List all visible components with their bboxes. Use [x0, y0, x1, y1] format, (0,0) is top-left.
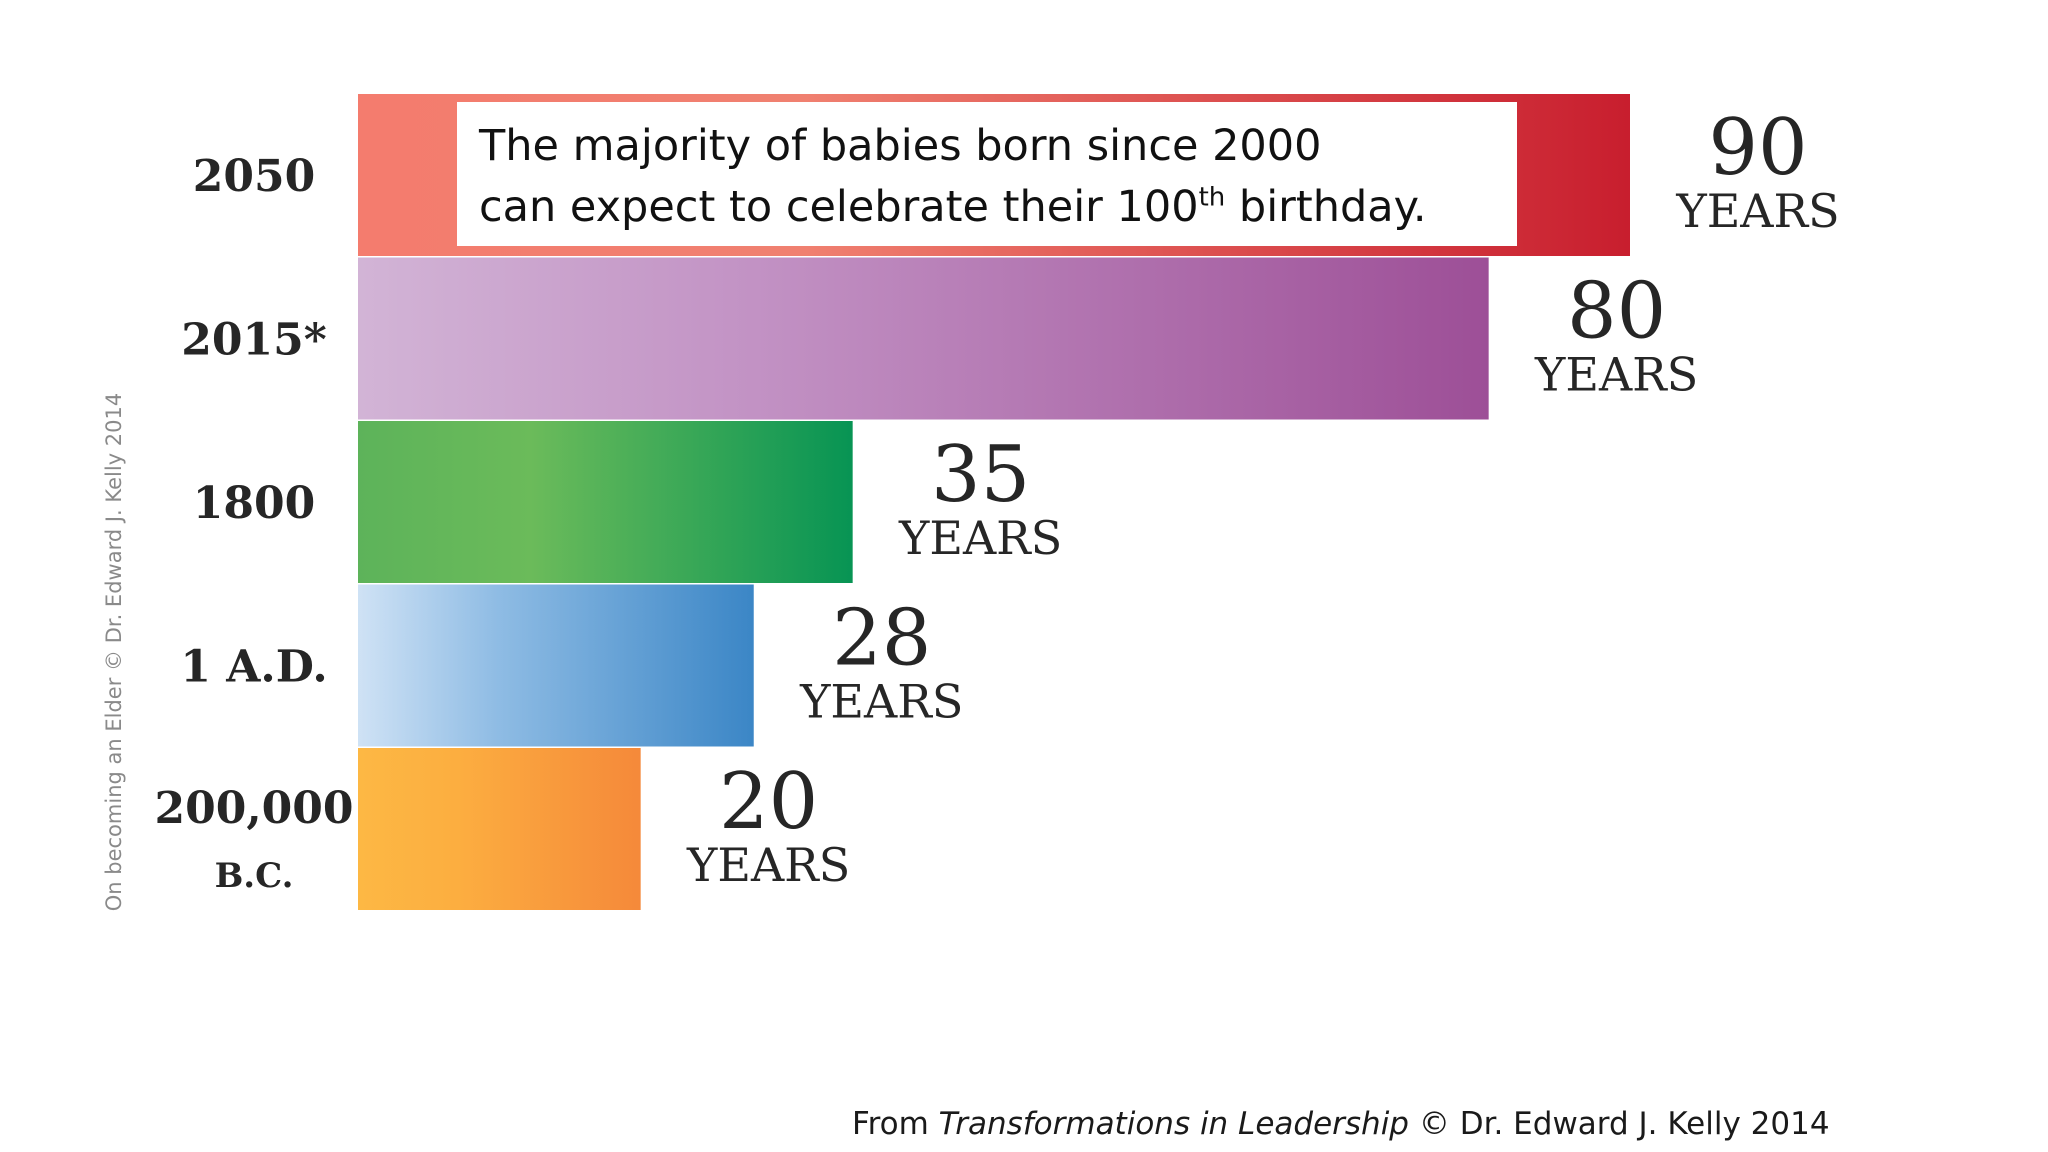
value-label-4: 20 [719, 757, 818, 847]
value-label-3: 28 [832, 594, 931, 684]
value-label-0: 90 [1708, 103, 1807, 193]
bar-1 [358, 257, 1489, 420]
vertical-credit: On becoming an Elder © Dr. Edward J. Kel… [102, 392, 126, 912]
category-label-0: 2050 [193, 151, 315, 202]
callout-line-2: can expect to celebrate their 100th birt… [479, 177, 1495, 238]
footer-credit: From Transformations in Leadership © Dr.… [852, 1106, 1830, 1142]
unit-label-0: YEARS [1675, 184, 1839, 238]
unit-label-2: YEARS [898, 511, 1062, 565]
footer-prefix: From [852, 1106, 939, 1142]
category-label-1: 2015* [181, 315, 326, 366]
callout-superscript: th [1198, 182, 1226, 213]
value-label-2: 35 [931, 430, 1030, 520]
callout-line-2-end: birthday. [1225, 182, 1427, 232]
value-label-1: 80 [1567, 267, 1666, 357]
callout-line-2-text: can expect to celebrate their 100 [479, 182, 1199, 232]
category-label-3: 1 A.D. [180, 642, 327, 693]
category-label-4: 200,000 B.C. [154, 783, 353, 896]
footer-suffix: © Dr. Edward J. Kelly 2014 [1409, 1106, 1830, 1142]
footer-book-title: Transformations in Leadership [938, 1106, 1409, 1142]
unit-label-4: YEARS [686, 838, 850, 892]
category-label-2: 1800 [193, 478, 315, 529]
unit-label-3: YEARS [799, 675, 963, 729]
callout-box: The majority of babies born since 2000 c… [457, 102, 1517, 246]
bar-3 [358, 584, 754, 747]
unit-label-1: YEARS [1534, 348, 1698, 402]
bar-2 [358, 421, 853, 583]
bar-4 [358, 748, 641, 910]
callout-line-1: The majority of babies born since 2000 [479, 121, 1322, 171]
